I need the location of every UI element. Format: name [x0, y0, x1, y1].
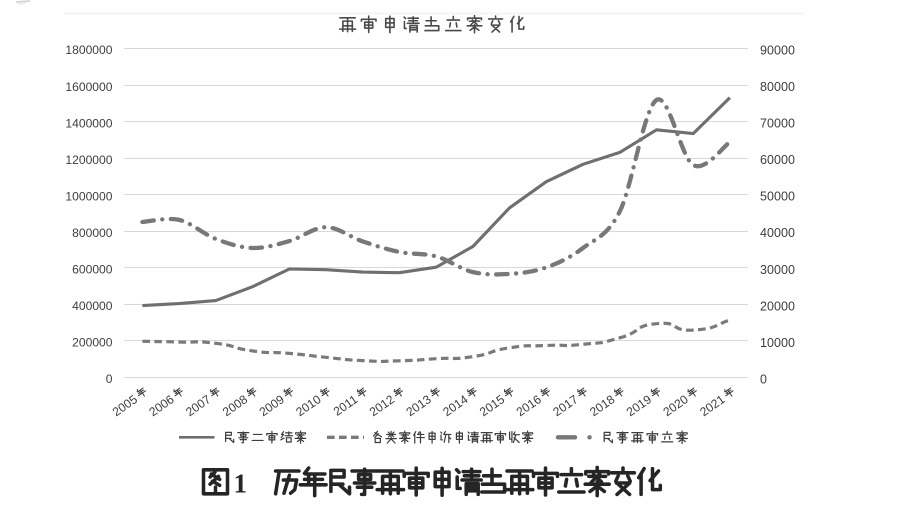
svg-text:600000: 600000 — [72, 263, 113, 277]
svg-text:70000: 70000 — [760, 117, 795, 131]
svg-text:0: 0 — [106, 372, 113, 386]
svg-text:400000: 400000 — [72, 299, 113, 313]
svg-text:1: 1 — [234, 469, 248, 499]
svg-text:0: 0 — [760, 372, 767, 386]
svg-text:40000: 40000 — [760, 226, 795, 240]
svg-text:200000: 200000 — [72, 336, 113, 350]
svg-text:60000: 60000 — [760, 153, 795, 167]
svg-text:30000: 30000 — [760, 263, 795, 277]
svg-text:50000: 50000 — [760, 190, 795, 204]
svg-text:1200000: 1200000 — [65, 153, 112, 167]
svg-text:90000: 90000 — [760, 44, 795, 58]
svg-text:1400000: 1400000 — [65, 116, 112, 130]
svg-text:20000: 20000 — [760, 299, 795, 313]
svg-text:1600000: 1600000 — [65, 80, 112, 94]
svg-text:80000: 80000 — [760, 80, 795, 94]
svg-text:1800000: 1800000 — [65, 43, 112, 57]
svg-text:10000: 10000 — [760, 336, 795, 350]
svg-text:800000: 800000 — [72, 226, 113, 240]
svg-text:1000000: 1000000 — [65, 189, 112, 203]
